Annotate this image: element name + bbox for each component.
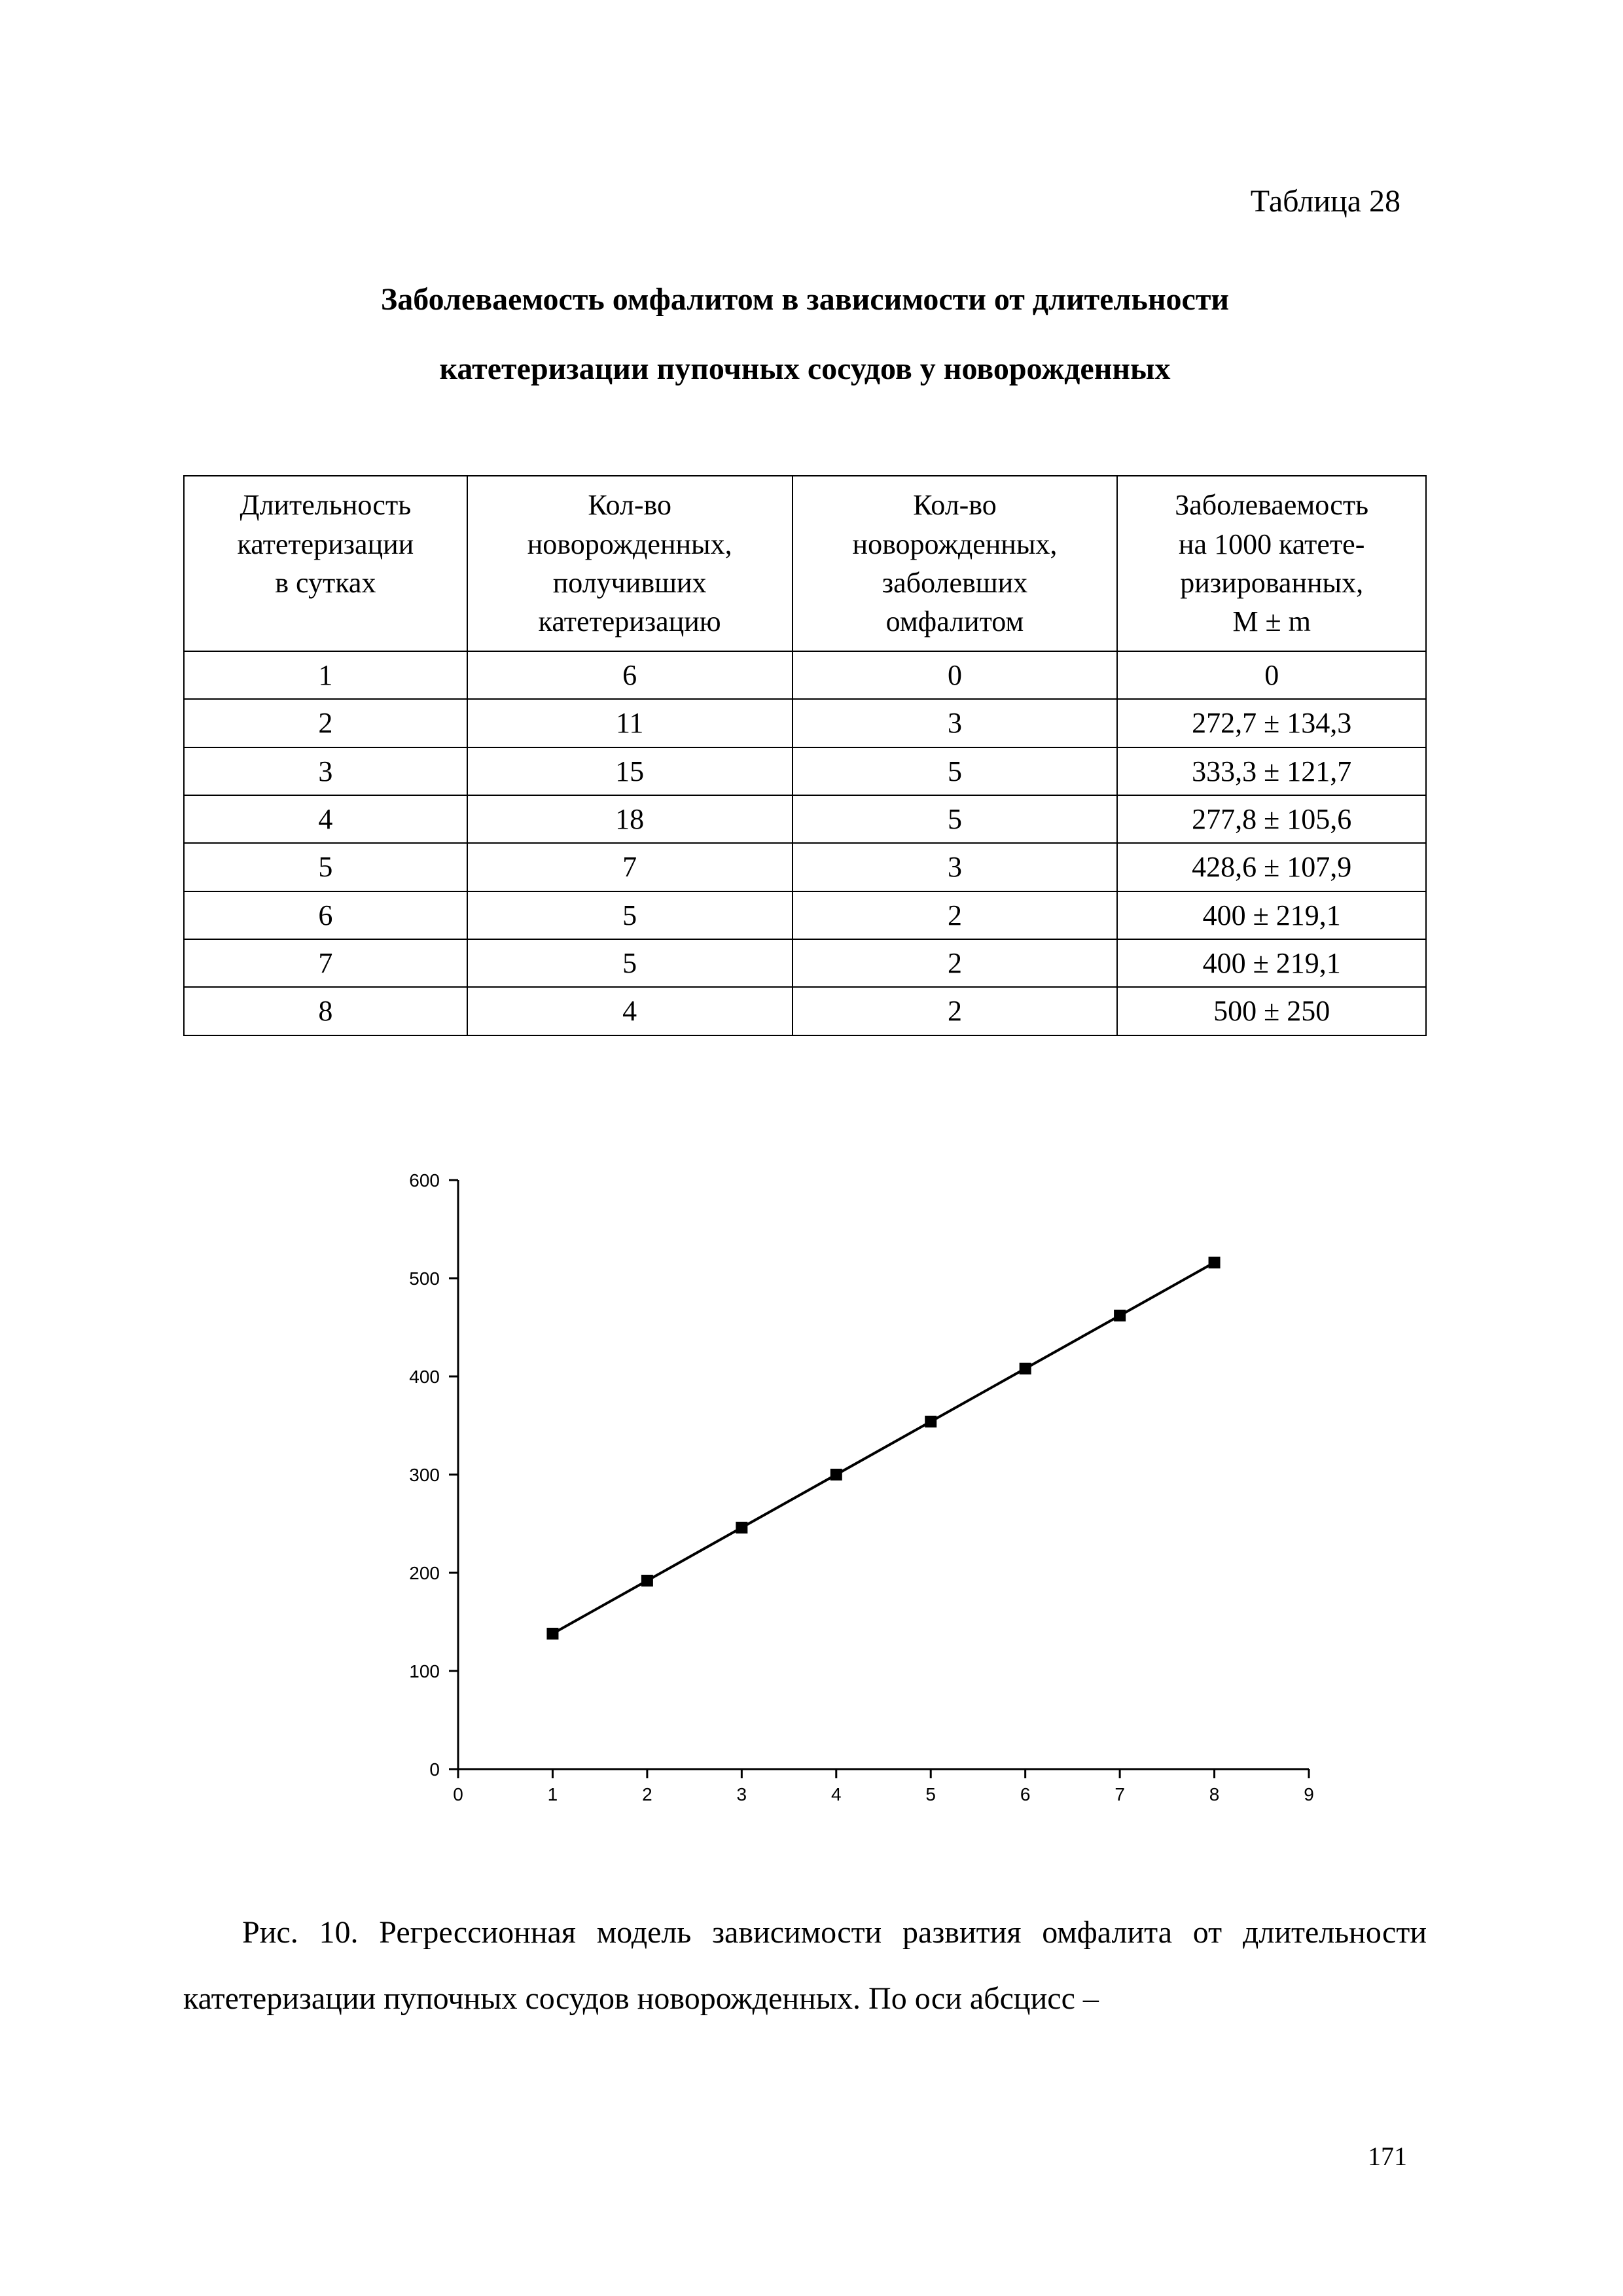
title-line-1: Заболеваемость омфалитом в зависимости о… (381, 282, 1229, 317)
table-cell: 5 (184, 843, 467, 891)
table-cell: 272,7 ± 134,3 (1117, 699, 1426, 747)
table-cell: 8 (184, 987, 467, 1035)
svg-text:0: 0 (429, 1759, 440, 1780)
table-cell: 4 (184, 795, 467, 843)
table-cell: 2 (184, 699, 467, 747)
table-cell: 4 (467, 987, 793, 1035)
svg-text:7: 7 (1115, 1784, 1125, 1804)
svg-text:300: 300 (409, 1465, 440, 1485)
table-cell: 400 ± 219,1 (1117, 939, 1426, 987)
title: Заболеваемость омфалитом в зависимости о… (183, 265, 1427, 403)
table-cell: 5 (467, 891, 793, 939)
table-cell: 11 (467, 699, 793, 747)
table-row: 3155333,3 ± 121,7 (184, 747, 1426, 795)
table-row: 652400 ± 219,1 (184, 891, 1426, 939)
chart-svg: 0 1 2 3 4 5 6 7 8 9 0 100 200 300 400 500 600 (386, 1160, 1335, 1828)
table-cell: 5 (793, 795, 1118, 843)
col-header-4: Заболеваемостьна 1000 катете-ризированны… (1117, 476, 1426, 651)
table-cell: 333,3 ± 121,7 (1117, 747, 1426, 795)
table-number-label: Таблица 28 (183, 183, 1427, 219)
table-header-row: Длительностькатетеризациив сутках Кол-во… (184, 476, 1426, 651)
col-header-2: Кол-воноворожденных,получившихкатетериза… (467, 476, 793, 651)
page-number: 171 (1368, 2141, 1407, 2172)
title-line-2: катетеризации пупочных сосудов у новорож… (439, 351, 1170, 386)
svg-text:2: 2 (642, 1784, 652, 1804)
svg-text:200: 200 (409, 1563, 440, 1583)
table-cell: 18 (467, 795, 793, 843)
svg-text:600: 600 (409, 1170, 440, 1191)
svg-text:6: 6 (1020, 1784, 1031, 1804)
table-row: 842500 ± 250 (184, 987, 1426, 1035)
svg-text:9: 9 (1304, 1784, 1314, 1804)
table-cell: 6 (184, 891, 467, 939)
svg-text:400: 400 (409, 1367, 440, 1387)
svg-text:8: 8 (1209, 1784, 1220, 1804)
svg-text:3: 3 (737, 1784, 747, 1804)
table-cell: 15 (467, 747, 793, 795)
regression-chart: 0 1 2 3 4 5 6 7 8 9 0 100 200 300 400 500 600 (386, 1160, 1427, 1828)
table-cell: 5 (467, 939, 793, 987)
table-cell: 428,6 ± 107,9 (1117, 843, 1426, 891)
table-cell: 2 (793, 939, 1118, 987)
col-header-3: Кол-воноворожденных,заболевшихомфалитом (793, 476, 1118, 651)
table-row: 573428,6 ± 107,9 (184, 843, 1426, 891)
table-row: 752400 ± 219,1 (184, 939, 1426, 987)
table-cell: 400 ± 219,1 (1117, 891, 1426, 939)
figure-caption: Рис. 10. Регрессионная модель зависимост… (183, 1900, 1427, 2032)
svg-text:4: 4 (831, 1784, 842, 1804)
table-cell: 277,8 ± 105,6 (1117, 795, 1426, 843)
table-cell: 7 (184, 939, 467, 987)
svg-text:0: 0 (453, 1784, 463, 1804)
table-cell: 5 (793, 747, 1118, 795)
table-cell: 500 ± 250 (1117, 987, 1426, 1035)
table-cell: 2 (793, 987, 1118, 1035)
table-cell: 6 (467, 651, 793, 699)
table-row: 2113272,7 ± 134,3 (184, 699, 1426, 747)
table-row: 1600 (184, 651, 1426, 699)
table-row: 4185277,8 ± 105,6 (184, 795, 1426, 843)
svg-text:1: 1 (548, 1784, 558, 1804)
svg-text:100: 100 (409, 1661, 440, 1681)
table-cell: 0 (1117, 651, 1426, 699)
table-cell: 3 (184, 747, 467, 795)
table-cell: 0 (793, 651, 1118, 699)
data-table: Длительностькатетеризациив сутках Кол-во… (183, 475, 1427, 1036)
svg-text:500: 500 (409, 1268, 440, 1289)
table-cell: 1 (184, 651, 467, 699)
table-cell: 3 (793, 699, 1118, 747)
svg-text:5: 5 (925, 1784, 936, 1804)
table-cell: 7 (467, 843, 793, 891)
table-cell: 2 (793, 891, 1118, 939)
col-header-1: Длительностькатетеризациив сутках (184, 476, 467, 651)
table-cell: 3 (793, 843, 1118, 891)
